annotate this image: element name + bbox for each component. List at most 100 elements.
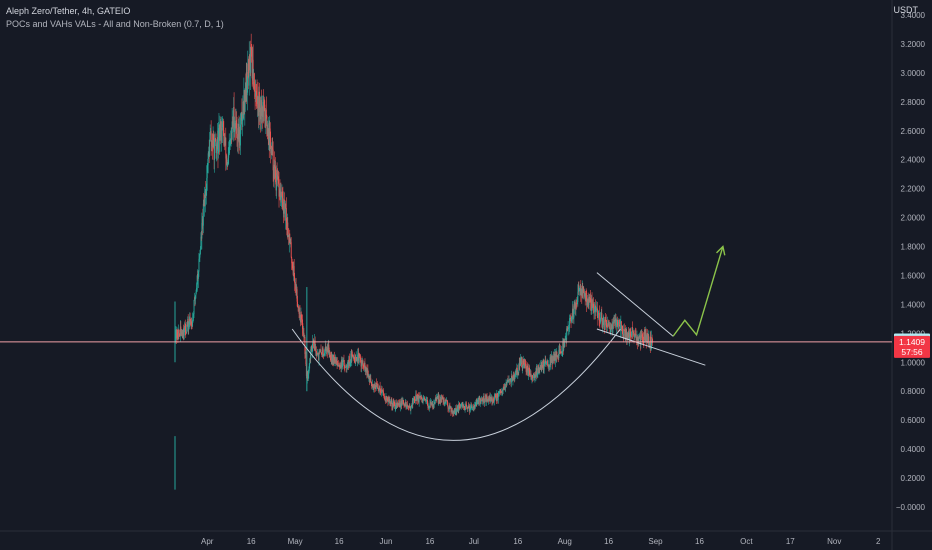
candle-body	[255, 90, 257, 97]
candle-body	[403, 404, 405, 405]
candle-body	[517, 371, 519, 375]
candle-body	[416, 395, 418, 397]
candle-body	[607, 323, 609, 325]
candle-body	[430, 401, 432, 405]
candle-body	[420, 397, 422, 400]
symbol-title[interactable]: Aleph Zero/Tether, 4h, GATEIO	[6, 6, 131, 16]
chart-legend: Aleph Zero/Tether, 4h, GATEIO POCs and V…	[6, 5, 224, 31]
candle-body	[568, 327, 570, 329]
candle-body	[547, 360, 549, 366]
candle-body	[604, 328, 606, 330]
y-tick-label: 1.6000	[901, 271, 926, 280]
candle-body	[355, 357, 357, 361]
candle-body	[506, 382, 508, 385]
candle-body	[432, 404, 434, 407]
candle-body	[337, 364, 339, 366]
candle-body	[211, 140, 213, 142]
candle-body	[464, 409, 466, 411]
candle-body	[359, 354, 361, 357]
candle-body	[176, 329, 178, 339]
candle-body	[408, 405, 410, 408]
candle-body	[226, 162, 228, 167]
candle-body	[200, 236, 202, 250]
candle-body	[580, 288, 582, 295]
candle-body	[449, 407, 451, 408]
candle-body	[468, 405, 469, 409]
candle-body	[542, 366, 544, 370]
candle-body	[261, 107, 263, 116]
candle-body	[278, 176, 279, 184]
candle-body	[204, 199, 206, 206]
candle-body	[401, 400, 403, 406]
candle-body	[230, 132, 232, 140]
candle-body	[476, 401, 478, 404]
candle-body	[383, 391, 384, 396]
candle-body	[290, 242, 292, 243]
candle-body	[629, 328, 631, 332]
candle-body	[453, 411, 455, 414]
candle-body	[402, 400, 404, 401]
candle-body	[525, 363, 527, 372]
wedge-lower-line[interactable]	[596, 328, 706, 366]
candle-body	[220, 121, 222, 141]
candle-body	[601, 312, 603, 322]
indicator-label[interactable]: POCs and VAHs VALs - All and Non-Broken …	[6, 19, 224, 29]
candle-body	[266, 126, 268, 135]
candle-body	[280, 191, 282, 198]
candle-body	[599, 319, 601, 324]
candle-body	[237, 136, 238, 140]
x-tick-label: May	[288, 537, 303, 546]
candle-body	[602, 321, 604, 324]
candle-body	[294, 276, 296, 283]
projection-arrow-path[interactable]	[672, 246, 724, 337]
candle-body	[469, 406, 471, 410]
candle-body	[312, 340, 314, 342]
candle-body	[489, 396, 490, 401]
candle-body	[444, 402, 446, 404]
candle-body	[355, 360, 357, 362]
candle-body	[271, 147, 273, 149]
candle-body	[378, 389, 380, 390]
candle-body	[299, 312, 301, 318]
candle-body	[246, 72, 248, 96]
candle-body	[455, 407, 457, 413]
candle-body	[639, 336, 641, 346]
candle-body	[607, 323, 609, 327]
wedge-upper-line[interactable]	[596, 272, 674, 337]
candle-body	[297, 301, 299, 308]
candle-body	[197, 273, 198, 285]
candle-body	[448, 405, 450, 410]
candle-body	[478, 398, 480, 403]
candle-body	[446, 400, 448, 402]
candle-body	[484, 398, 486, 403]
candle-body	[645, 333, 647, 342]
candle-body	[600, 312, 602, 319]
candle-body	[634, 333, 636, 337]
candle-body	[265, 109, 267, 127]
candle-body	[385, 395, 387, 402]
candle-body	[368, 375, 370, 381]
candle-body	[517, 371, 519, 373]
candle-body	[511, 375, 513, 378]
candle-body	[443, 397, 445, 403]
candle-body	[595, 309, 597, 312]
candle-body	[239, 129, 240, 143]
candle-body	[570, 319, 572, 322]
candle-body	[197, 271, 199, 279]
candle-body	[359, 356, 361, 358]
candle-body	[487, 399, 488, 402]
bar-countdown-label: 57:56	[901, 347, 923, 357]
candle-body	[377, 384, 379, 385]
candle-body	[513, 374, 515, 378]
candle-body	[532, 373, 534, 378]
candle-body	[639, 335, 641, 337]
candle-body	[580, 291, 582, 295]
candle-body	[551, 355, 552, 357]
candle-body	[554, 354, 556, 362]
candle-body	[385, 395, 387, 400]
candle-body	[474, 404, 476, 408]
candle-body	[365, 368, 367, 370]
candle-body	[432, 404, 434, 406]
cup-pattern-curve[interactable]	[291, 328, 621, 441]
